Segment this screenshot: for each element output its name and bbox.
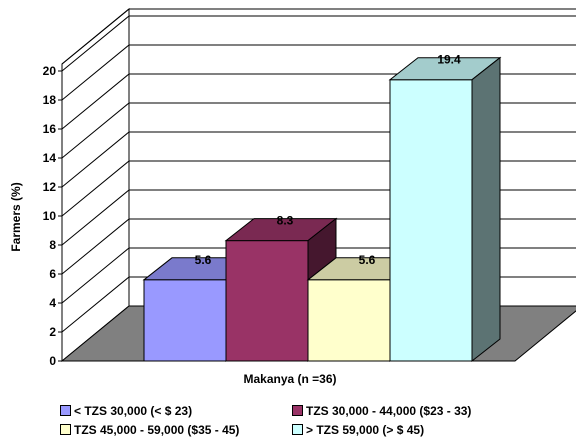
legend-swatch — [292, 405, 303, 416]
legend-swatch — [292, 424, 303, 435]
y-tick-label: 16 — [43, 122, 57, 136]
y-tick-label: 2 — [49, 325, 56, 339]
bar-front — [225, 240, 309, 362]
data-label: 19.4 — [437, 53, 461, 67]
legend-label: TZS 45,000 - 59,000 ($35 - 45) — [74, 422, 240, 437]
data-label: 5.6 — [359, 253, 376, 267]
legend-item: TZS 30,000 - 44,000 ($23 - 33) — [292, 402, 552, 419]
y-tick-label: 20 — [43, 64, 57, 78]
legend-swatch — [60, 424, 71, 435]
data-labels: 5.6 8.3 5.6 19.4 — [195, 53, 461, 267]
y-tick-label: 8 — [49, 238, 56, 252]
legend-item: < TZS 30,000 (< $ 23) — [60, 402, 292, 419]
bar-front — [389, 79, 473, 362]
y-tick-label: 12 — [43, 180, 57, 194]
gridline — [61, 15, 576, 72]
chart-walls — [61, 7, 576, 363]
gridline — [61, 8, 576, 65]
y-tick-label: 6 — [49, 267, 56, 281]
side-wall — [61, 7, 130, 363]
back-wall — [128, 8, 576, 307]
data-label: 8.3 — [277, 214, 294, 228]
y-tick-label: 0 — [49, 354, 56, 368]
bar-side — [471, 56, 501, 363]
legend-label: TZS 30,000 - 44,000 ($23 - 33) — [306, 403, 472, 418]
legend-item: > TZS 59,000 (> $ 45) — [292, 421, 552, 438]
legend-label: < TZS 30,000 (< $ 23) — [74, 403, 193, 418]
x-axis-label: Makanya (n =36) — [243, 372, 336, 386]
gridline — [61, 44, 576, 101]
y-tick-label: 14 — [43, 151, 57, 165]
y-tick-label: 10 — [43, 209, 57, 223]
bar — [388, 56, 502, 363]
bars — [142, 56, 502, 363]
legend-label: > TZS 59,000 (> $ 45) — [306, 422, 425, 437]
y-axis-label: Farmers (%) — [9, 182, 23, 251]
data-label: 5.6 — [195, 253, 212, 267]
legend-item: TZS 45,000 - 59,000 ($35 - 45) — [60, 421, 292, 438]
bar-front — [307, 279, 391, 362]
bar-front — [143, 279, 227, 362]
legend: < TZS 30,000 (< $ 23) TZS 30,000 - 44,00… — [60, 402, 570, 438]
y-tick-label: 18 — [43, 93, 57, 107]
y-tick-label: 4 — [49, 296, 56, 310]
legend-swatch — [60, 405, 71, 416]
